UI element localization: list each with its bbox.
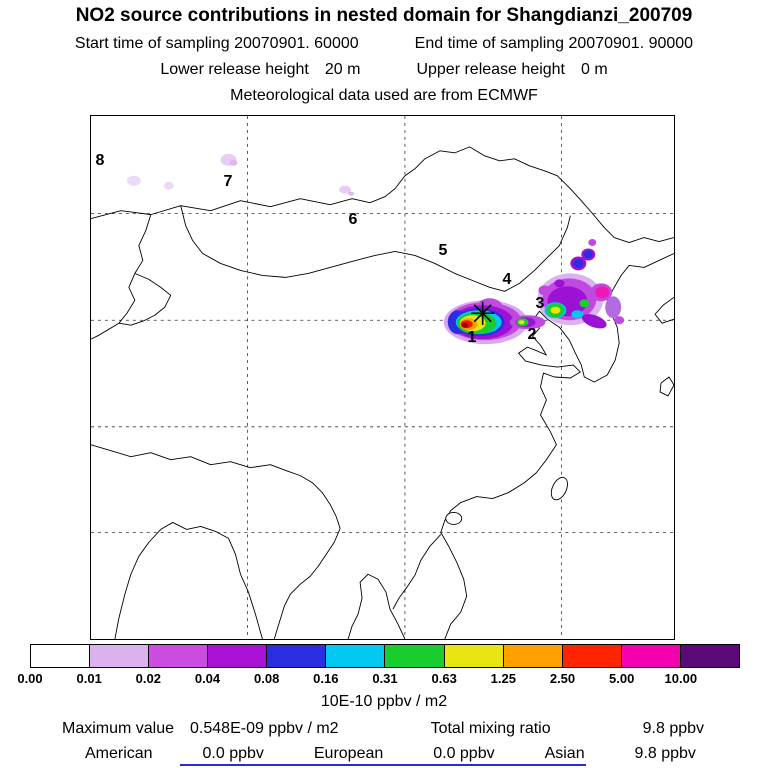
colorbar-segment [89, 645, 149, 667]
colorbar-tick-label: 0.02 [135, 671, 161, 686]
colorbar-tick-label: 2.50 [549, 671, 576, 686]
domain-label-1: 1 [467, 329, 477, 346]
plume-tail [509, 315, 546, 330]
map-svg [91, 116, 674, 639]
central-asia-border-2 [118, 272, 172, 326]
myanmar-interior-border [273, 528, 341, 639]
laos-border [392, 534, 442, 610]
figure-header: NO2 source contributions in nested domai… [0, 0, 768, 105]
gulf-of-thailand-coast [347, 573, 406, 639]
upper-release-pair: Upper release height 0 m [416, 61, 607, 79]
colorbar-tick-label: 0.08 [254, 671, 280, 686]
colorbar-segment [502, 645, 562, 667]
colorbar-tick-label: 0.63 [431, 671, 457, 686]
colorbar-tick-label: 1.25 [490, 671, 516, 686]
release-row: Lower release height 20 m Upper release … [0, 61, 768, 79]
domain-label-5: 5 [438, 242, 448, 259]
east-asia-coastline [440, 253, 674, 639]
colorbar-segment [148, 645, 208, 667]
himalaya-border [91, 444, 341, 529]
sampling-end-text: End time of sampling 20070901. 90000 [414, 35, 694, 52]
domain-label-7: 7 [223, 173, 233, 190]
colorbar-segment [679, 645, 739, 667]
kyushu-island [659, 376, 674, 397]
lower-release-pair: Lower release height 20 m [160, 61, 360, 79]
regions-row: American 0.0 ppbv European 0.0 ppbv Asian 9.8… [85, 745, 696, 763]
plume-main-blob [443, 298, 528, 345]
region-name: European [313, 745, 384, 762]
colorbar-tick-label: 0.00 [17, 671, 43, 686]
colorbar-segment [325, 645, 385, 667]
met-data-line: Meteorological data used are from ECMWF [230, 87, 538, 104]
hainan-island [445, 512, 463, 525]
domain-label-8: 8 [95, 152, 105, 169]
source-marker-icon [470, 301, 495, 326]
region-value: 9.8 ppbv [634, 745, 696, 762]
sampling-row: Start time of sampling 20070901. 60000 E… [0, 35, 768, 53]
page-title: NO2 source contributions in nested domai… [75, 5, 693, 26]
colorbar-segment [561, 645, 621, 667]
colorbar-tick-label: 10.00 [664, 671, 698, 686]
lower-release-value: 20 m [324, 61, 361, 78]
domain-label-4: 4 [502, 271, 512, 288]
coastline-borders [91, 146, 674, 639]
region-value: 0.0 ppbv [202, 745, 264, 762]
colorbar-segment [443, 645, 503, 667]
bay-of-bengal-coast [114, 521, 263, 639]
upper-release-value: 0 m [581, 61, 608, 78]
domain-label-6: 6 [348, 211, 358, 228]
faint-concentration-patches [126, 153, 355, 196]
mongolia-border [180, 205, 571, 292]
colorbar-units-label: 10E-10 ppbv / m2 [320, 693, 448, 710]
russia-border [91, 146, 674, 243]
colorbar-segment [620, 645, 680, 667]
honshu-sliver [654, 296, 674, 324]
region-name: American [85, 745, 153, 762]
region-name: Asian [544, 745, 585, 762]
sampling-start-text: Start time of sampling 20070901. 60000 [74, 35, 359, 52]
colorbar-ticks: 0.00 0.01 0.02 0.04 0.08 0.16 0.31 0.63 1.25 2.50… [17, 671, 740, 687]
total-mixing-ratio-value: 9.8 ppbv [642, 720, 705, 737]
domain-label-3: 3 [535, 295, 545, 312]
colorbar-segment [31, 645, 90, 667]
region-value: 0.0 ppbv [433, 745, 495, 762]
colorbar-tick-label: 0.31 [372, 671, 398, 686]
colorbar-segment [266, 645, 326, 667]
total-mixing-ratio-label: Total mixing ratio [430, 720, 551, 737]
maximum-value: 0.548E-09 ppbv / m2 [190, 720, 339, 737]
central-asia-border [91, 214, 152, 340]
summary-row: Maximum value 0.548E-09 ppbv / m2 Total … [62, 720, 704, 738]
colorbar-segment [207, 645, 267, 667]
map-overlay: 8 7 6 5 4 3 2 1 [91, 116, 674, 639]
bottom-rule [180, 764, 586, 766]
colorbar [30, 644, 740, 668]
taiwan-island [550, 476, 568, 501]
colorbar-segment [384, 645, 444, 667]
colorbar-tick-label: 5.00 [609, 671, 635, 686]
lower-release-label: Lower release height [160, 61, 309, 78]
upper-release-label: Upper release height [416, 61, 565, 78]
maximum-value-label: Maximum value [62, 720, 175, 737]
map-panel: 8 7 6 5 4 3 2 1 [90, 115, 675, 640]
domain-label-2: 2 [527, 326, 537, 343]
colorbar-tick-label: 0.04 [194, 671, 221, 686]
plume-east-cluster [537, 239, 625, 329]
colorbar-tick-label: 0.01 [76, 671, 102, 686]
colorbar-tick-label: 0.16 [313, 671, 339, 686]
